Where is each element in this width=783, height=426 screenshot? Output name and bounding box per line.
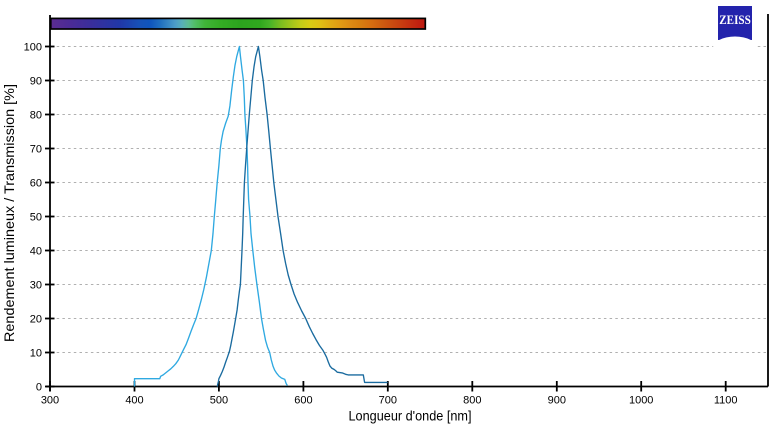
svg-text:800: 800 — [463, 395, 481, 407]
svg-text:0: 0 — [36, 381, 42, 393]
svg-text:300: 300 — [41, 395, 59, 407]
svg-text:100: 100 — [24, 41, 42, 53]
svg-text:90: 90 — [30, 75, 42, 87]
svg-text:80: 80 — [30, 109, 42, 121]
svg-text:Longueur d'onde [nm]: Longueur d'onde [nm] — [349, 409, 472, 424]
svg-text:600: 600 — [294, 395, 312, 407]
svg-text:40: 40 — [30, 245, 42, 257]
svg-text:400: 400 — [125, 395, 143, 407]
svg-text:50: 50 — [30, 211, 42, 223]
svg-text:10: 10 — [30, 347, 42, 359]
svg-text:ZEISS: ZEISS — [719, 13, 751, 27]
svg-text:700: 700 — [379, 395, 397, 407]
svg-text:60: 60 — [30, 177, 42, 189]
svg-text:500: 500 — [210, 395, 228, 407]
svg-text:Rendement lumineux / Transmiss: Rendement lumineux / Transmission [%] — [1, 84, 17, 342]
svg-text:30: 30 — [30, 279, 42, 291]
svg-text:1100: 1100 — [714, 395, 738, 407]
svg-text:900: 900 — [548, 395, 566, 407]
svg-text:70: 70 — [30, 143, 42, 155]
svg-text:20: 20 — [30, 313, 42, 325]
svg-text:1000: 1000 — [629, 395, 653, 407]
